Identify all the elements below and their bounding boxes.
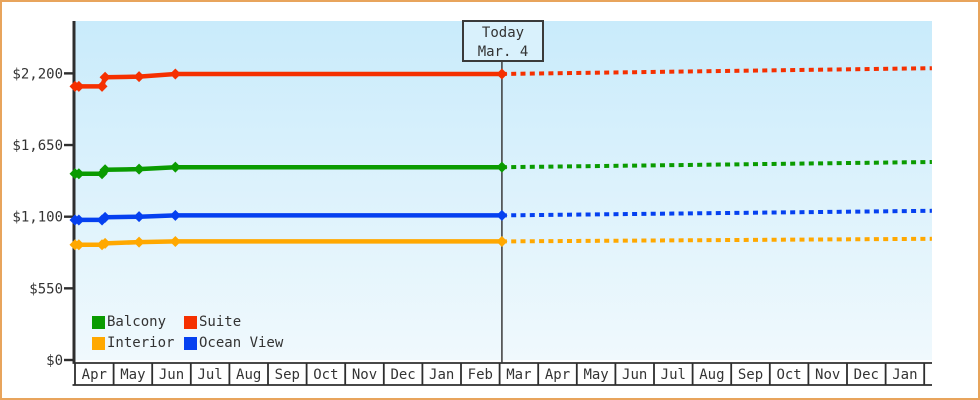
y-tick-label: $1,100 xyxy=(12,210,63,226)
data-point-interior xyxy=(169,235,181,247)
month-label: Mar xyxy=(506,367,531,383)
month-label: Sep xyxy=(738,367,763,383)
legend-swatch-suite xyxy=(184,315,197,329)
series-projection-balcony xyxy=(501,160,932,170)
month-label: Jan xyxy=(892,367,917,383)
legend-item-suite: Suite xyxy=(184,314,283,330)
data-point-ocean-view xyxy=(73,214,85,226)
data-point-ocean-view xyxy=(133,211,145,223)
series-projection-suite xyxy=(501,66,932,76)
data-point-suite xyxy=(99,71,111,83)
y-tick-label: $0 xyxy=(46,353,63,369)
month-row-bg xyxy=(72,363,932,385)
legend-label: Suite xyxy=(199,314,242,330)
legend-swatch-interior xyxy=(92,336,105,350)
series-projection-ocean-view xyxy=(501,208,932,218)
legend-swatch-ocean-view xyxy=(184,336,197,350)
month-label: Jun xyxy=(159,367,184,383)
data-point-balcony xyxy=(169,161,181,173)
month-label: Jul xyxy=(661,367,686,383)
data-point-suite xyxy=(73,80,85,92)
legend-label: Interior xyxy=(107,335,175,351)
month-label: Nov xyxy=(815,367,840,383)
month-label: Jun xyxy=(622,367,647,383)
data-point-suite xyxy=(133,71,145,83)
month-label: Sep xyxy=(275,367,300,383)
month-label: Apr xyxy=(545,367,570,383)
month-label: Dec xyxy=(390,367,415,383)
data-point-ocean-view xyxy=(169,209,181,221)
y-tick-label: $2,200 xyxy=(12,66,63,82)
month-label: Jan xyxy=(429,367,454,383)
data-point-balcony xyxy=(496,161,508,173)
month-label: Aug xyxy=(699,367,724,383)
y-tick-label: $1,650 xyxy=(12,138,63,154)
y-axis-line xyxy=(72,21,76,364)
chart-legend: Balcony Suite Interior Ocean View xyxy=(92,314,283,351)
month-label: May xyxy=(583,367,608,383)
legend-item-interior: Interior xyxy=(92,335,184,351)
series-projection-interior xyxy=(501,236,932,244)
data-point-suite xyxy=(96,80,108,92)
data-point-suite xyxy=(169,68,181,80)
month-label: May xyxy=(120,367,145,383)
month-label: Apr xyxy=(82,367,107,383)
legend-item-ocean-view: Ocean View xyxy=(184,335,283,351)
legend-label: Balcony xyxy=(107,314,167,330)
month-label: Aug xyxy=(236,367,261,383)
month-label: Dec xyxy=(854,367,879,383)
legend-item-balcony: Balcony xyxy=(92,314,184,330)
legend-swatch-balcony xyxy=(92,315,105,329)
data-point-balcony xyxy=(99,164,111,176)
data-point-balcony xyxy=(133,163,145,175)
month-label: Jul xyxy=(197,367,222,383)
data-point-interior xyxy=(496,235,508,247)
data-point-interior xyxy=(73,239,85,251)
legend-label: Ocean View xyxy=(199,335,284,351)
y-tick-label: $550 xyxy=(29,281,63,297)
today-label: Today xyxy=(481,25,525,41)
month-label: Nov xyxy=(352,367,377,383)
month-label: Feb xyxy=(468,367,493,383)
data-point-balcony xyxy=(73,168,85,180)
month-label: Oct xyxy=(776,367,801,383)
data-point-interior xyxy=(99,237,111,249)
today-date: Mar. 4 xyxy=(477,44,529,60)
month-label: Oct xyxy=(313,367,338,383)
data-point-ocean-view xyxy=(496,209,508,221)
data-point-ocean-view xyxy=(99,211,111,223)
today-annotation: Today Mar. 4 xyxy=(462,20,544,62)
data-point-suite xyxy=(496,68,508,80)
data-point-interior xyxy=(133,236,145,248)
